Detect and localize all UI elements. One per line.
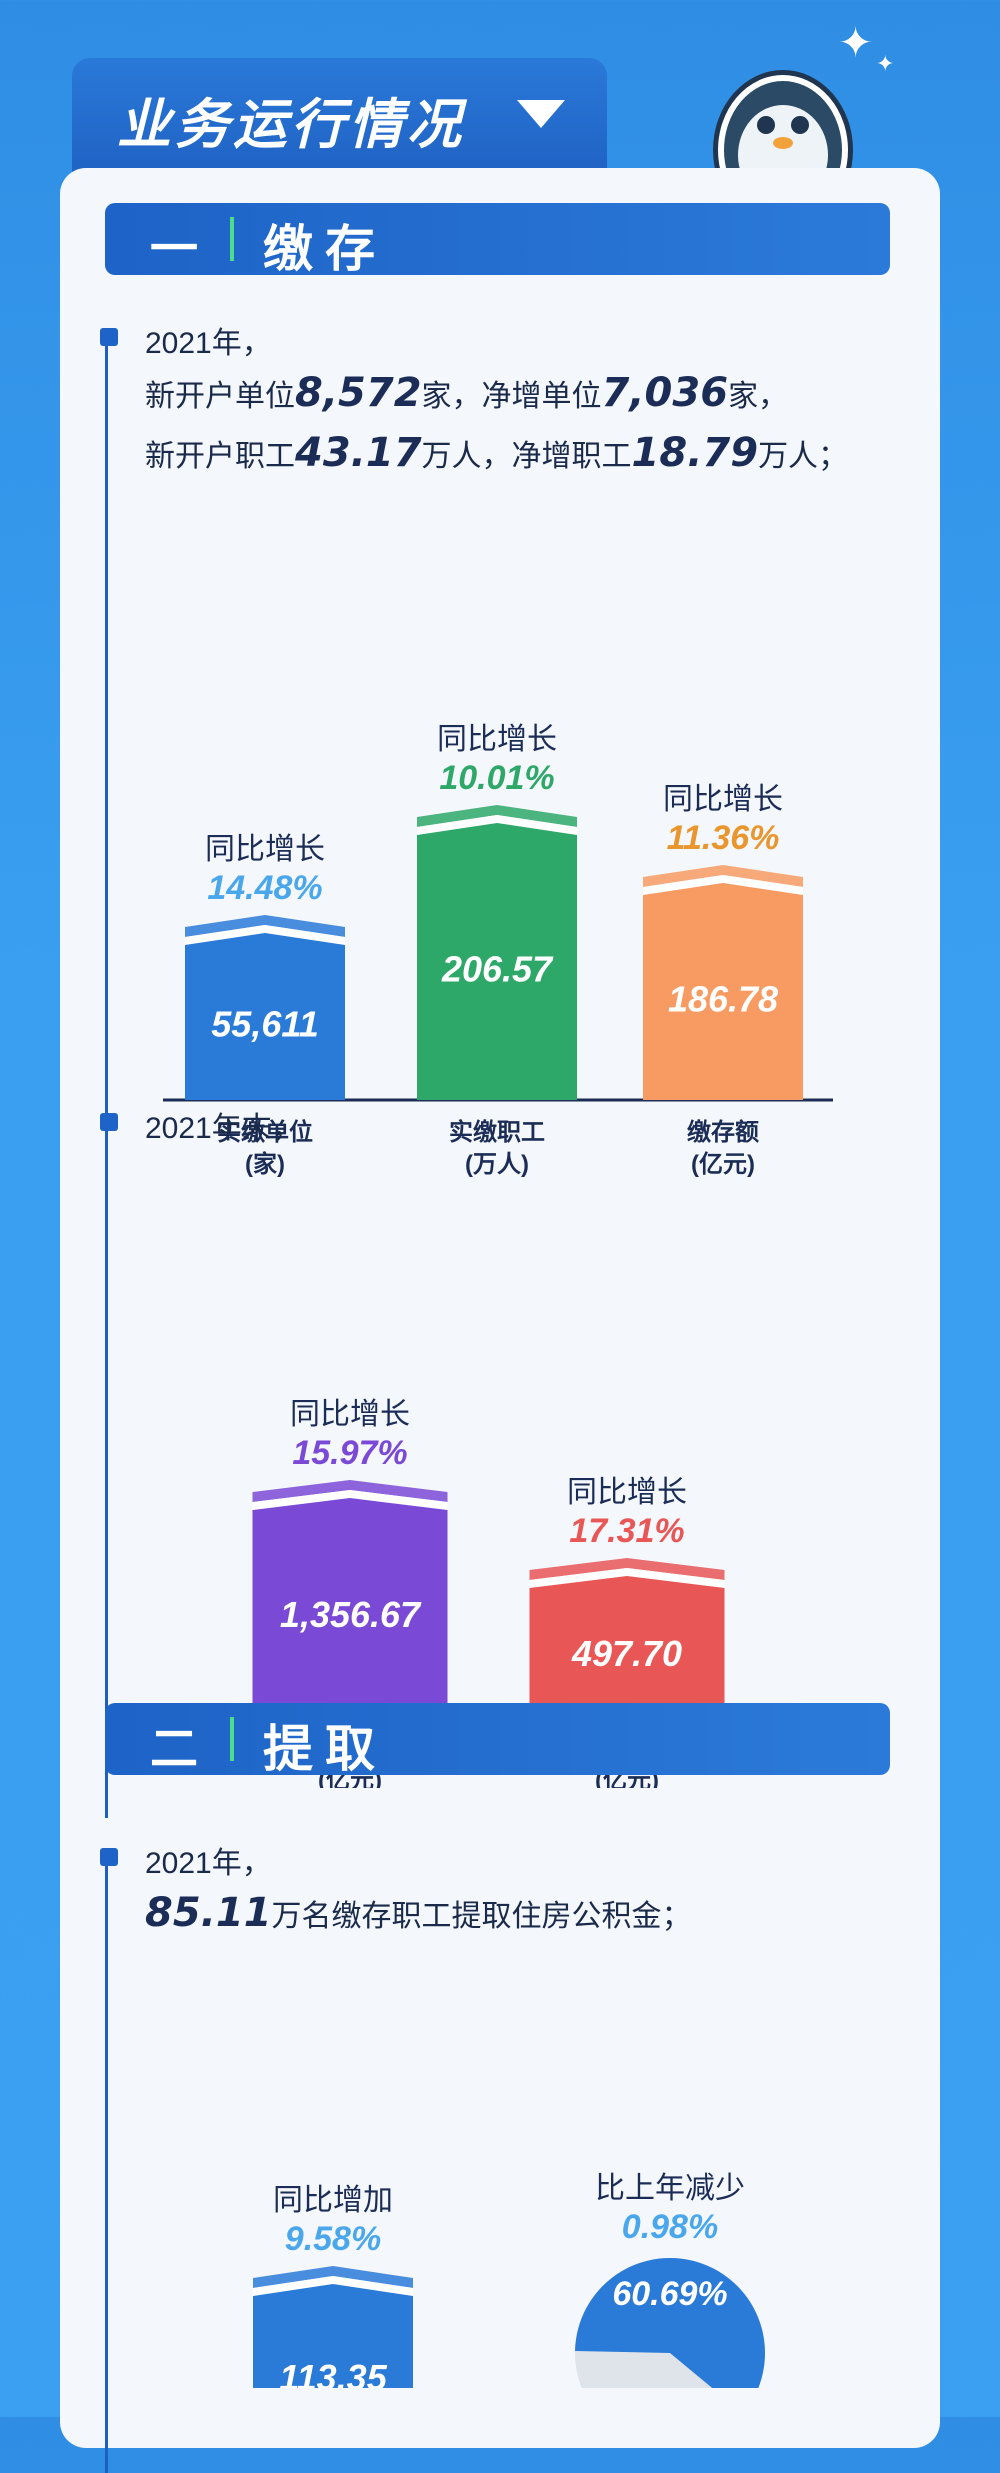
content-card: 一 缴存 2021年， 新开户单位8,572家，净增单位7,036家， 新开户职…: [60, 168, 940, 2473]
section-title: 提取: [263, 1720, 387, 1778]
bar-value-label: 206.57: [441, 949, 554, 990]
chevron-down-icon: [517, 100, 565, 128]
bar-stripe: [643, 875, 803, 895]
page-title: 业务运行情况: [117, 93, 465, 156]
paragraph-year-end: 2021年末，: [145, 1112, 302, 1145]
bar-cap: [643, 865, 803, 887]
category-label: 实缴职工: [449, 1118, 545, 1146]
bar: [417, 817, 577, 1100]
section-header-withdrawal: 二 提取: [105, 1703, 890, 1778]
chart-deposit-2021: 55,611同比增长14.48%实缴单位(家)206.57同比增长10.01%实…: [163, 723, 833, 1178]
bullet-marker: [100, 328, 118, 346]
category-label: 缴存额: [687, 1119, 759, 1146]
bullet-marker: [100, 1113, 118, 1131]
bar-stripe: [253, 2276, 413, 2296]
growth-label: 同比增长: [663, 783, 783, 816]
bullet-marker: [100, 1848, 118, 1866]
paragraph-line-withdraw: 85.11万名缴存职工提取住房公积金；: [145, 1890, 692, 1936]
bar: [252, 1492, 448, 1716]
section-title: 缴存: [263, 220, 387, 278]
pie-value-label: 60.69%: [612, 2275, 727, 2313]
growth-label: 同比增长: [437, 723, 557, 756]
penguin-mascot-icon: [713, 70, 853, 185]
growth-value: 9.58%: [285, 2220, 381, 2258]
bar-cap: [417, 805, 577, 827]
section-divider: [230, 1717, 234, 1761]
growth-value: 17.31%: [569, 1512, 684, 1550]
category-label: 实缴单位: [217, 1118, 313, 1146]
growth-value: 14.48%: [207, 869, 322, 907]
bar-stripe: [252, 1490, 448, 1510]
growth-label: 同比增加: [273, 2184, 393, 2217]
bar-value-label: 55,611: [211, 1004, 318, 1045]
bar: [529, 1570, 725, 1716]
bar: [185, 927, 345, 1100]
bar: [253, 2278, 413, 2388]
paragraph-year: 2021年，: [145, 327, 272, 360]
growth-value: 15.97%: [292, 1434, 407, 1472]
bar-value-label: 186.78: [668, 979, 778, 1020]
section-number: 二: [150, 1721, 199, 1777]
bar-cap: [529, 1558, 725, 1580]
bar-stripe: [417, 815, 577, 835]
category-unit: (亿元): [691, 1151, 755, 1178]
pie-slice-main: [575, 2258, 765, 2388]
section-header-deposit: 一 缴存: [105, 203, 890, 278]
bar-value-label: 497.70: [571, 1633, 682, 1674]
bar-stripe: [529, 1568, 725, 1588]
growth-value: 11.36%: [667, 819, 780, 857]
chart-deposit-total-2021: 1,356.67同比增长15.97%缴存总额(亿元)497.70同比增长17.3…: [163, 1398, 833, 1788]
header-title-tab: 业务运行情况: [72, 58, 607, 176]
timeline-line: [105, 1853, 108, 2473]
growth-label: 同比增长: [205, 833, 325, 866]
section-divider: [230, 217, 234, 261]
growth-value: 0.98%: [622, 2208, 718, 2246]
category-unit: (万人): [465, 1151, 529, 1178]
growth-label: 同比增长: [567, 1476, 687, 1509]
growth-label: 比上年减少: [595, 2172, 745, 2205]
bar: [643, 877, 803, 1100]
paragraph-line-workers: 新开户职工43.17万人，净增职工18.79万人；: [145, 430, 849, 476]
bar-value-label: 1,356.67: [280, 1594, 422, 1635]
bar-value-label: 113.35: [279, 2357, 387, 2388]
bar-stripe: [185, 925, 345, 945]
growth-label: 同比增长: [290, 1398, 410, 1431]
bar-cap: [252, 1480, 448, 1502]
growth-value: 10.01%: [439, 759, 554, 797]
chart-withdrawal: 113.35同比增加9.58%提取额(亿元)60.69%比上年减少0.98%提取…: [253, 2172, 765, 2388]
sparkle-icon: ✦: [838, 18, 874, 67]
section-number: 一: [150, 221, 199, 277]
bar-cap: [185, 915, 345, 937]
sparkle-small-icon: ✦: [876, 52, 895, 77]
paragraph-line-units: 新开户单位8,572家，净增单位7,036家，: [145, 370, 789, 416]
paragraph-year: 2021年，: [145, 1847, 272, 1880]
bar-cap: [253, 2266, 413, 2288]
category-unit: (家): [245, 1150, 285, 1178]
timeline-line: [105, 328, 108, 1818]
